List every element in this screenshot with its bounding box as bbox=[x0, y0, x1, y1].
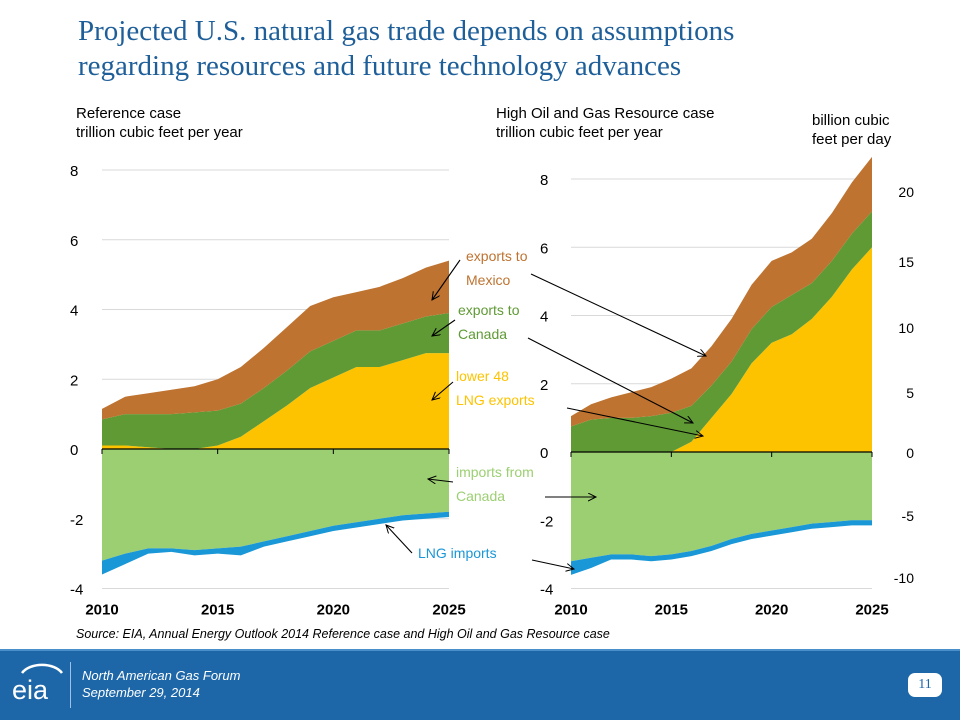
eia-logo-text: eia bbox=[12, 675, 49, 705]
reference-area-lower-48-lng-exports bbox=[102, 353, 449, 449]
high-resource-x-tick-label-2020: 2020 bbox=[755, 602, 788, 619]
high-resource-x-tick-label-2015: 2015 bbox=[655, 602, 688, 619]
annotation-lower-48-lng-exports-line-2: LNG exports bbox=[456, 392, 535, 408]
slide-title-line-2: regarding resources and future technolog… bbox=[78, 50, 682, 82]
high-resource-y-tick-label-0: 0 bbox=[540, 445, 548, 462]
left-chart-heading: Reference case trillion cubic feet per y… bbox=[76, 104, 243, 142]
slide-title: Projected U.S. natural gas trade depends… bbox=[78, 14, 938, 84]
reference-area-exports-to-canada bbox=[102, 312, 449, 449]
high-resource-x-tick-label-2025: 2025 bbox=[855, 602, 888, 619]
right-chart-heading: High Oil and Gas Resource case trillion … bbox=[496, 104, 714, 142]
source-note: Source: EIA, Annual Energy Outlook 2014 … bbox=[76, 627, 610, 641]
reference-x-tick-label-2020: 2020 bbox=[317, 602, 350, 619]
arrow-mexico-left bbox=[432, 259, 461, 300]
annotation-exports-to-canada-line-1: exports to bbox=[458, 302, 520, 318]
footer-date: September 29, 2014 bbox=[82, 685, 200, 700]
reference-y-tick-label-4: 4 bbox=[70, 303, 78, 320]
annotation-lower-48-lng-exports-line-1: lower 48 bbox=[456, 368, 509, 384]
secondary-axis-label-line-2: feet per day bbox=[812, 131, 892, 148]
right-chart-unit: trillion cubic feet per year bbox=[496, 124, 663, 141]
footer-rule bbox=[0, 649, 960, 651]
reference-area-lng-imports bbox=[102, 511, 449, 575]
secondary-axis-tick--10: -10 bbox=[894, 570, 914, 586]
annotation-exports-to-mexico-line-1: exports to bbox=[466, 248, 528, 264]
secondary-axis-tick--5: -5 bbox=[902, 508, 915, 524]
high-resource-area-lng-imports bbox=[571, 520, 872, 575]
reference-y-tick-label-8: 8 bbox=[70, 163, 78, 180]
arrow-lng-imports-right bbox=[531, 559, 574, 569]
left-chart-unit: trillion cubic feet per year bbox=[76, 124, 243, 141]
reference-y-tick-label--4: -4 bbox=[70, 582, 83, 599]
arrow-mexico-right bbox=[530, 273, 706, 356]
high-resource-y-tick-label-2: 2 bbox=[540, 377, 548, 394]
arrow-lng-imports-left bbox=[386, 525, 413, 554]
footer-divider bbox=[70, 662, 71, 708]
reference-x-tick-label-2015: 2015 bbox=[201, 602, 234, 619]
slide-title-line-1: Projected U.S. natural gas trade depends… bbox=[78, 15, 735, 47]
high-resource-area-lower-48-lng-exports bbox=[571, 247, 872, 452]
reference-area-exports-to-mexico bbox=[102, 260, 449, 420]
secondary-axis-tick-15: 15 bbox=[898, 254, 914, 270]
page-number: 11 bbox=[908, 673, 942, 697]
secondary-axis-tick-10: 10 bbox=[898, 320, 914, 336]
right-chart-title: High Oil and Gas Resource case bbox=[496, 105, 715, 122]
annotation-imports-from-canada-line-1: imports from bbox=[456, 464, 534, 480]
reference-x-tick-label-2010: 2010 bbox=[85, 602, 118, 619]
annotation-imports-from-canada-line-2: Canada bbox=[456, 488, 505, 504]
arrow-lng-exports-right bbox=[566, 407, 703, 436]
arrow-canada-right bbox=[527, 337, 693, 423]
high-resource-y-tick-label--2: -2 bbox=[540, 513, 553, 530]
secondary-axis-heading: billion cubic feet per day bbox=[812, 111, 891, 149]
secondary-axis-tick-20: 20 bbox=[898, 184, 914, 200]
reference-y-tick-label-2: 2 bbox=[70, 372, 78, 389]
high-resource-area-imports-from-canada bbox=[571, 452, 872, 562]
reference-area-imports-from-canada bbox=[102, 449, 449, 561]
footer-text: North American Gas Forum September 29, 2… bbox=[82, 667, 240, 701]
high-resource-y-tick-label--4: -4 bbox=[540, 582, 553, 599]
annotation-lng-imports-line-1: LNG imports bbox=[418, 545, 497, 561]
arrow-imports-canada-left bbox=[428, 479, 454, 482]
secondary-axis-tick-5: 5 bbox=[906, 385, 914, 401]
high-resource-y-tick-label-4: 4 bbox=[540, 309, 548, 326]
arrow-lng-exports-left bbox=[432, 381, 454, 400]
arrow-canada-left bbox=[432, 319, 456, 336]
high-resource-y-tick-label-8: 8 bbox=[540, 172, 548, 189]
high-resource-x-tick-label-2010: 2010 bbox=[554, 602, 587, 619]
high-resource-area-exports-to-canada bbox=[571, 211, 872, 452]
reference-x-tick-label-2025: 2025 bbox=[432, 602, 465, 619]
secondary-axis-label-line-1: billion cubic bbox=[812, 112, 890, 129]
annotation-exports-to-mexico-line-2: Mexico bbox=[466, 272, 511, 288]
reference-y-tick-label--2: -2 bbox=[70, 512, 83, 529]
reference-y-tick-label-6: 6 bbox=[70, 233, 78, 250]
secondary-axis-tick-0: 0 bbox=[906, 445, 914, 461]
annotation-exports-to-canada-line-2: Canada bbox=[458, 326, 507, 342]
high-resource-y-tick-label-6: 6 bbox=[540, 240, 548, 257]
reference-y-tick-label-0: 0 bbox=[70, 442, 78, 459]
eia-logo: eia bbox=[8, 661, 64, 707]
footer-event: North American Gas Forum bbox=[82, 668, 241, 683]
left-chart-title: Reference case bbox=[76, 105, 182, 122]
high-resource-area-exports-to-mexico bbox=[571, 156, 872, 427]
footer-bar: eia North American Gas Forum September 2… bbox=[0, 651, 960, 720]
